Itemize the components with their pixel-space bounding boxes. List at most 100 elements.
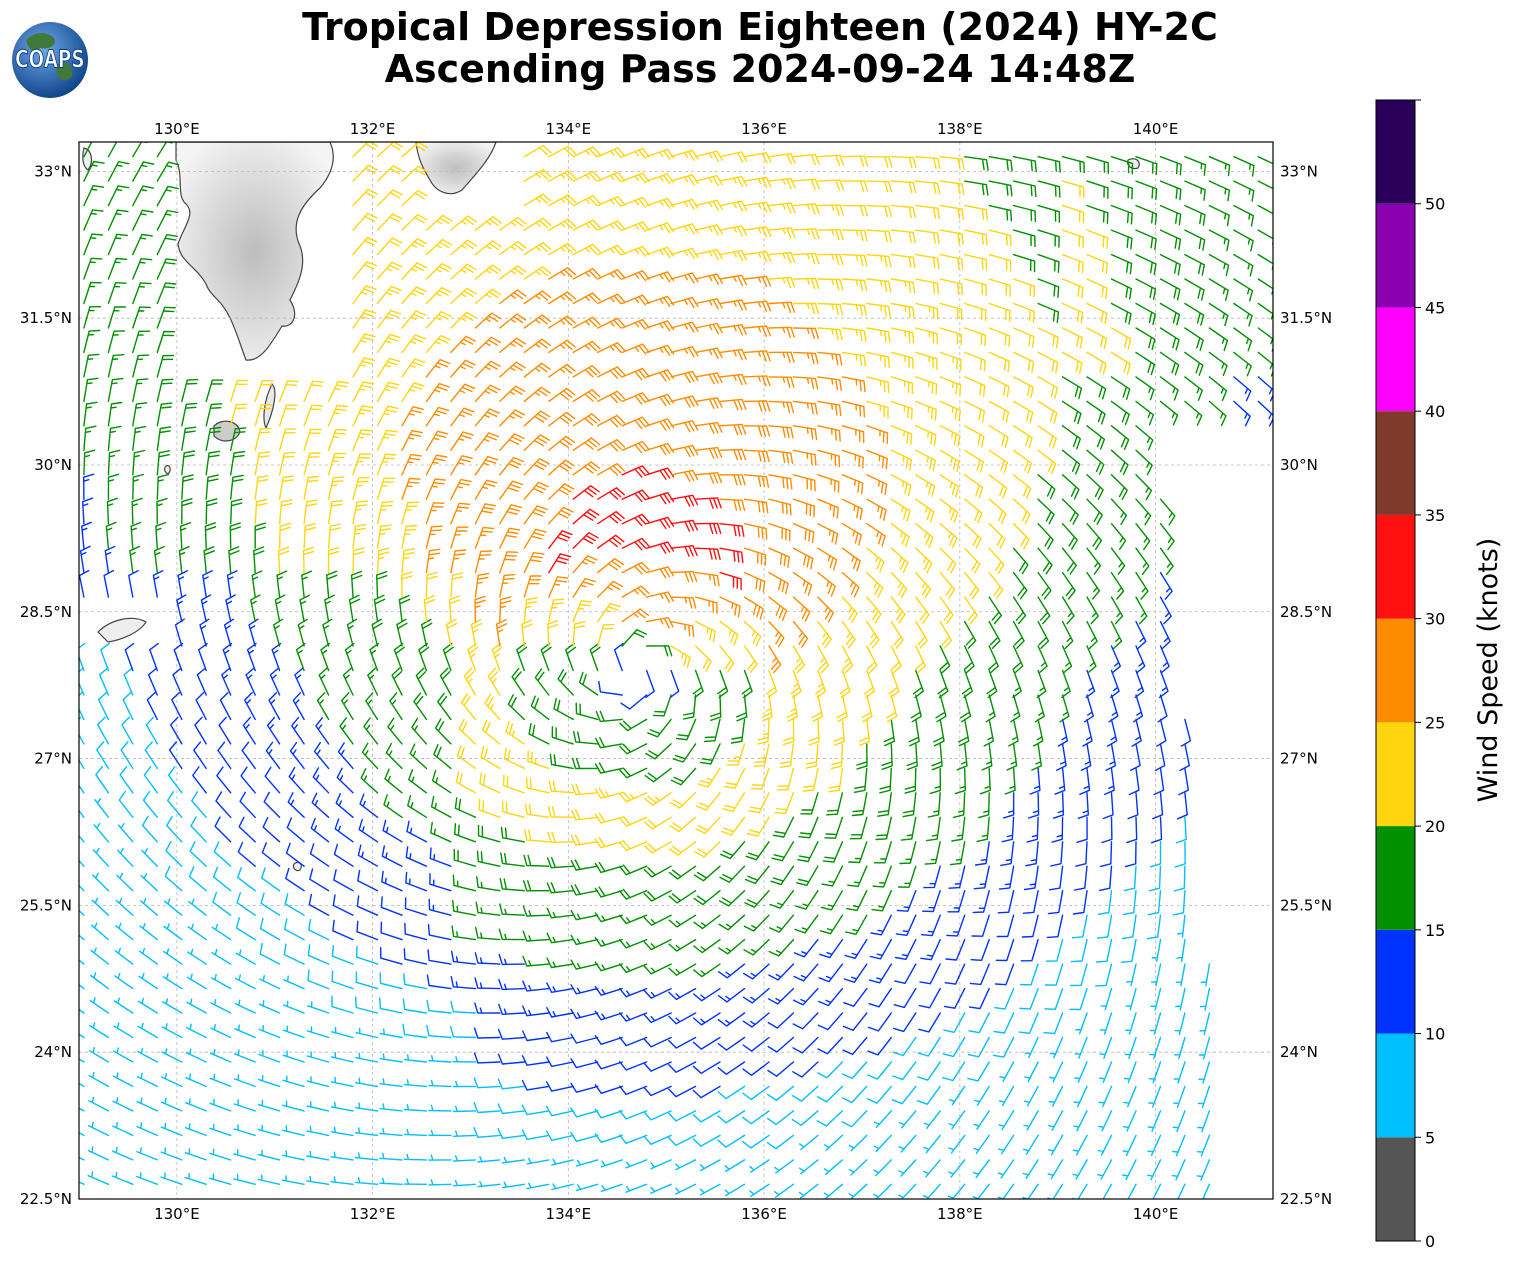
wind-barb <box>670 767 697 786</box>
wind-barb <box>548 169 577 182</box>
wind-barb <box>767 1061 795 1077</box>
wind-barb <box>1147 1134 1162 1157</box>
wind-barb <box>766 1110 795 1126</box>
wind-barb <box>371 618 383 647</box>
wind-barb <box>495 619 508 647</box>
wind-barb <box>479 772 501 794</box>
wind-barb <box>645 566 675 579</box>
wind-barb <box>719 423 747 436</box>
wind-barb <box>450 311 477 329</box>
wind-barb <box>284 893 305 916</box>
wind-barb <box>1073 1110 1088 1132</box>
wind-barb <box>572 365 601 378</box>
wind-barb <box>572 340 601 354</box>
wind-barb <box>668 890 697 904</box>
wind-barb <box>915 474 936 497</box>
wind-barb <box>1135 571 1149 600</box>
wind-barb <box>743 350 771 362</box>
wind-barb <box>621 343 650 355</box>
wind-barb <box>233 1149 256 1161</box>
wind-barb <box>694 522 722 535</box>
wind-barb <box>719 474 746 486</box>
wind-barb <box>719 571 742 591</box>
wind-barb <box>1233 278 1254 302</box>
wind-barb <box>288 766 305 794</box>
wind-barb <box>894 963 917 984</box>
wind-barb <box>276 570 288 598</box>
wind-barb <box>923 865 941 889</box>
wind-barb <box>718 963 746 979</box>
wind-barb <box>743 425 771 437</box>
wind-barb <box>401 382 425 403</box>
wind-barb <box>948 1110 966 1130</box>
wind-barb <box>1061 425 1081 450</box>
wind-barb <box>693 914 721 930</box>
wind-barb <box>621 367 650 381</box>
wind-barb <box>964 547 981 574</box>
wind-barb <box>594 861 623 874</box>
wind-barb <box>697 767 721 788</box>
wind-barb <box>1012 645 1024 674</box>
wind-barb <box>141 815 158 843</box>
wind-barb <box>904 767 917 794</box>
wind-barb <box>1110 376 1131 400</box>
wind-barb <box>1110 523 1127 550</box>
wind-barb <box>597 317 626 329</box>
wind-barb <box>91 922 110 941</box>
wind-barb <box>1056 743 1067 771</box>
wind-barb <box>670 519 698 532</box>
wind-barb <box>817 278 844 291</box>
coaps-logo: COAPS <box>12 22 88 98</box>
wind-barb <box>798 1183 819 1199</box>
wind-barb <box>744 890 770 908</box>
wind-barb <box>523 505 548 525</box>
wind-barb <box>817 327 843 341</box>
wind-barb <box>107 142 123 158</box>
wind-barb <box>621 629 647 647</box>
wind-barb <box>572 555 598 574</box>
wind-barb <box>548 483 575 500</box>
wind-barb <box>1070 938 1088 963</box>
wind-barb <box>768 645 782 674</box>
logo-text: COAPS <box>15 46 85 74</box>
wind-barb <box>964 278 987 296</box>
wind-barb <box>594 1108 623 1119</box>
wind-barb <box>156 402 173 427</box>
title-line-1: Tropical Depression Eighteen (2024) HY-2… <box>302 5 1218 49</box>
wind-barb <box>178 546 190 574</box>
wind-barb <box>939 351 962 371</box>
wind-barb <box>939 571 956 599</box>
wind-barb <box>753 743 770 767</box>
wind-barb <box>433 744 452 770</box>
wind-barb <box>307 969 330 990</box>
wind-barb <box>998 1134 1015 1155</box>
wind-barb <box>264 766 281 794</box>
wind-barb <box>817 425 841 442</box>
wind-barb <box>379 1053 403 1063</box>
wind-barb <box>589 642 601 672</box>
wind-barb <box>277 546 290 574</box>
wind-barb <box>890 498 911 522</box>
wind-barb <box>403 1128 428 1137</box>
wind-barb <box>428 1129 452 1137</box>
wind-barb <box>499 573 516 598</box>
wind-barb <box>299 594 310 623</box>
wind-barb <box>988 180 1013 197</box>
wind-barb <box>499 504 522 525</box>
wind-barb <box>523 854 550 867</box>
wind-barb <box>866 571 884 598</box>
wind-barb <box>643 987 672 999</box>
wind-barb <box>1148 1061 1162 1084</box>
wind-barb <box>600 1159 623 1168</box>
wind-barb <box>1024 1061 1039 1083</box>
wind-barb <box>499 265 527 280</box>
wind-barb <box>1179 743 1190 772</box>
wind-barb <box>892 1061 917 1081</box>
wind-barb <box>710 694 722 721</box>
wind-barb <box>356 945 379 965</box>
wind-barb <box>259 942 281 965</box>
lon-tick-label-top: 140°E <box>1133 120 1179 138</box>
wind-barb <box>448 595 461 623</box>
wind-barb <box>898 1110 917 1129</box>
wind-barb <box>1048 865 1064 891</box>
